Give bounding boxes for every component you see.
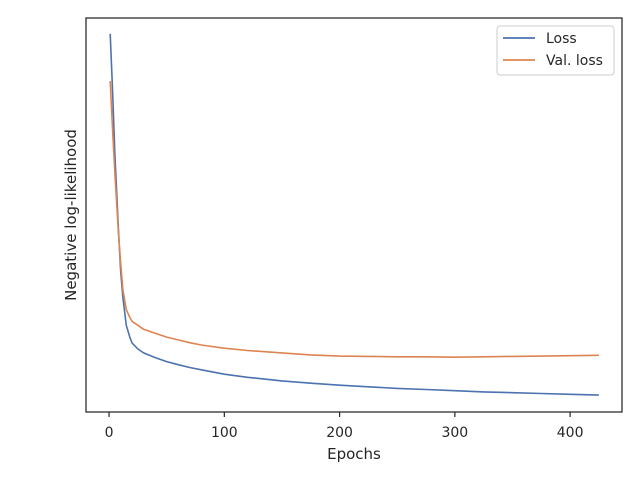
x-axis-label: Epochs xyxy=(327,445,381,463)
x-tick-label: 200 xyxy=(326,425,353,441)
x-tick-label: 0 xyxy=(105,425,114,441)
legend: Loss Val. loss xyxy=(496,25,615,76)
x-tick-label: 400 xyxy=(557,425,584,441)
y-axis-label: Negative log-likelihood xyxy=(62,129,80,301)
legend-label-val-loss: Val. loss xyxy=(546,53,603,69)
series-line-val-loss xyxy=(109,80,599,359)
x-ticks: 0 100 200 300 400 xyxy=(105,412,584,441)
x-tick-label: 300 xyxy=(441,425,468,441)
plot-lines xyxy=(109,33,599,396)
x-tick-label: 100 xyxy=(211,425,238,441)
axes-frame xyxy=(85,17,623,413)
legend-label-loss: Loss xyxy=(546,31,577,47)
series-line-loss xyxy=(109,33,599,396)
